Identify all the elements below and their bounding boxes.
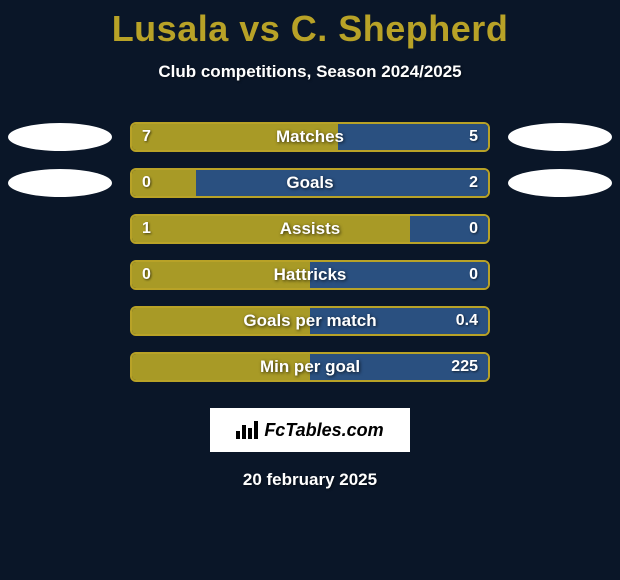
stat-bar: 75Matches (130, 122, 490, 152)
stat-row: 02Goals (8, 160, 612, 206)
subtitle: Club competitions, Season 2024/2025 (0, 62, 620, 82)
stat-row: 00Hattricks (8, 252, 612, 298)
player-left-marker (8, 123, 112, 151)
fctables-logo: FcTables.com (210, 408, 410, 452)
player-right-marker (508, 169, 612, 197)
stat-bar: 02Goals (130, 168, 490, 198)
stat-label: Min per goal (132, 357, 488, 377)
player-right-marker (508, 123, 612, 151)
player-left-marker (8, 169, 112, 197)
stat-bar: 00Hattricks (130, 260, 490, 290)
stat-row: 0.4Goals per match (8, 298, 612, 344)
logo-text: FcTables.com (264, 420, 383, 441)
stat-label: Goals (132, 173, 488, 193)
stat-bar: 0.4Goals per match (130, 306, 490, 336)
stat-row: 10Assists (8, 206, 612, 252)
stat-label: Assists (132, 219, 488, 239)
stat-bar: 10Assists (130, 214, 490, 244)
comparison-chart: 75Matches 02Goals 10Assists 00Hattricks 0.4G… (0, 114, 620, 390)
stat-label: Hattricks (132, 265, 488, 285)
stat-label: Goals per match (132, 311, 488, 331)
date-label: 20 february 2025 (0, 470, 620, 490)
bars-icon (236, 421, 258, 439)
stat-row: 225Min per goal (8, 344, 612, 390)
stat-row: 75Matches (8, 114, 612, 160)
stat-bar: 225Min per goal (130, 352, 490, 382)
stat-label: Matches (132, 127, 488, 147)
page-title: Lusala vs C. Shepherd (0, 0, 620, 50)
